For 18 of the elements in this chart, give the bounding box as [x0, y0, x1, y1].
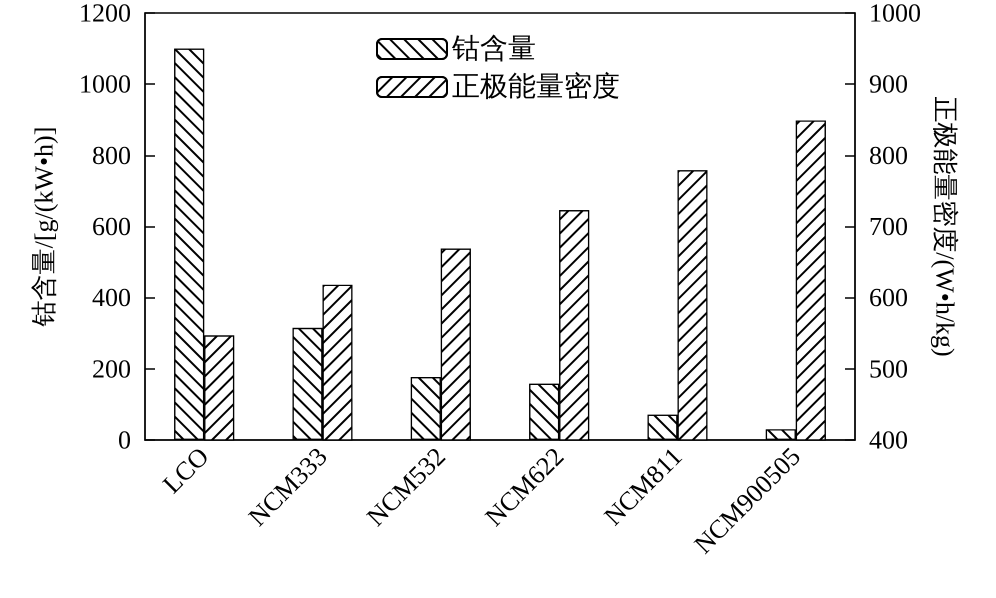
y-tick-label: 1000 — [79, 70, 131, 99]
y2-tick-label: 1000 — [869, 0, 921, 28]
y2-tick-label: 700 — [869, 212, 908, 241]
legend-label: 钴含量 — [451, 34, 536, 64]
y2-tick-label: 500 — [869, 354, 908, 384]
y2-tick-label: 400 — [869, 426, 908, 454]
legend-label: 正极能量密度 — [452, 72, 620, 102]
y-tick-label: 1200 — [79, 0, 131, 28]
y-tick-label: 400 — [92, 283, 131, 312]
y2-tick-label: 800 — [869, 140, 908, 170]
y-tick-label: 0 — [118, 426, 131, 454]
y-axis-title: 钴含量/[g/(kW•h)] — [30, 126, 58, 328]
y2-axis-title: 正极能量密度/(W•h/kg) — [930, 96, 960, 357]
y2-tick-label: 900 — [869, 70, 908, 99]
y-tick-label: 800 — [92, 140, 131, 170]
y-tick-label: 200 — [92, 354, 131, 384]
y2-tick-label: 600 — [869, 283, 908, 312]
y-tick-label: 600 — [92, 212, 131, 241]
